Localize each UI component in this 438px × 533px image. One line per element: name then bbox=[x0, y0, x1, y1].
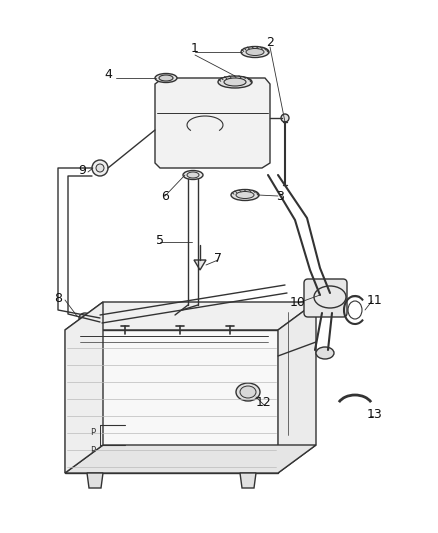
Text: P: P bbox=[90, 446, 95, 455]
Ellipse shape bbox=[218, 76, 252, 88]
Text: 8: 8 bbox=[54, 292, 62, 304]
Text: 7: 7 bbox=[214, 252, 222, 264]
Ellipse shape bbox=[183, 171, 203, 180]
Polygon shape bbox=[155, 78, 270, 168]
Text: 11: 11 bbox=[367, 294, 383, 306]
Text: 5: 5 bbox=[156, 233, 164, 246]
Polygon shape bbox=[194, 260, 206, 270]
Text: 3: 3 bbox=[276, 190, 284, 203]
Ellipse shape bbox=[79, 313, 91, 323]
Ellipse shape bbox=[236, 191, 254, 198]
FancyBboxPatch shape bbox=[304, 279, 347, 317]
Ellipse shape bbox=[155, 74, 177, 83]
Text: 12: 12 bbox=[256, 397, 272, 409]
Circle shape bbox=[281, 114, 289, 122]
Polygon shape bbox=[65, 445, 316, 473]
Text: 4: 4 bbox=[104, 69, 112, 82]
Polygon shape bbox=[65, 330, 278, 473]
Text: 9: 9 bbox=[78, 164, 86, 176]
Polygon shape bbox=[65, 302, 316, 330]
Ellipse shape bbox=[236, 383, 260, 401]
Text: 1: 1 bbox=[191, 42, 199, 54]
Text: 10: 10 bbox=[290, 296, 306, 310]
Circle shape bbox=[92, 160, 108, 176]
Text: 2: 2 bbox=[266, 36, 274, 50]
Text: 13: 13 bbox=[367, 408, 383, 422]
Ellipse shape bbox=[241, 46, 269, 58]
Polygon shape bbox=[65, 302, 103, 473]
Text: P: P bbox=[90, 428, 95, 437]
Text: 6: 6 bbox=[161, 190, 169, 203]
Ellipse shape bbox=[316, 347, 334, 359]
Ellipse shape bbox=[240, 386, 256, 398]
Ellipse shape bbox=[94, 316, 106, 326]
Circle shape bbox=[96, 164, 104, 172]
Ellipse shape bbox=[187, 172, 199, 178]
Polygon shape bbox=[278, 302, 316, 473]
Ellipse shape bbox=[246, 49, 264, 55]
Ellipse shape bbox=[159, 75, 173, 81]
Ellipse shape bbox=[224, 78, 246, 86]
Ellipse shape bbox=[231, 190, 259, 200]
Polygon shape bbox=[240, 473, 256, 488]
Polygon shape bbox=[87, 473, 103, 488]
